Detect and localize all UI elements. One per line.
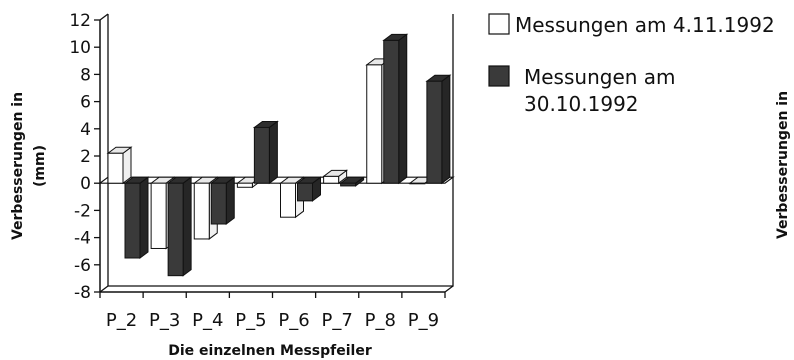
y-tick-labels: 12 10 8 6 4 2 0 -2 -4 -6 -8 — [69, 11, 91, 303]
bar-side-face — [398, 33, 408, 185]
x-category-label: P_3 — [149, 310, 180, 331]
legend-swatch-series-2 — [488, 65, 510, 87]
y-tick-label: 0 — [80, 174, 91, 194]
bar-front-face — [409, 182, 426, 185]
bar-side-face — [441, 74, 451, 185]
y-tick-label: 6 — [80, 93, 91, 113]
bar-front-face — [253, 126, 270, 184]
bar-front-face — [193, 182, 210, 240]
x-axis-title: Die einzelnen Messpfeiler — [168, 343, 372, 359]
y-tick-label: 8 — [80, 65, 91, 85]
bar-P_8-series-2 — [382, 33, 409, 185]
x-category-label: P_6 — [278, 310, 309, 331]
y-tick-label: 4 — [80, 120, 91, 140]
bar-front-face — [150, 182, 167, 249]
bar-front-face — [280, 182, 296, 218]
y-tick-label: 12 — [69, 11, 91, 31]
bar-side-face — [139, 176, 149, 259]
bottom-left-depth-edge — [99, 285, 109, 293]
legend-swatch-series-1 — [488, 13, 510, 35]
chart-axes — [94, 19, 446, 298]
bar-P_6-series-2 — [296, 176, 322, 202]
y-axis-title-line1: Verbesserungen in — [10, 92, 26, 240]
bottom-right-depth-edge — [444, 285, 454, 293]
bar-front-face — [323, 175, 340, 184]
legend: Messungen am 4.11.1992 Messungen am 30.1… — [488, 13, 775, 116]
bar-front-face — [340, 182, 357, 187]
y-axis-title-right: Verbesserungen in — [775, 91, 791, 239]
x-category-label: P_4 — [192, 310, 223, 331]
bar-side-face — [268, 120, 278, 185]
bar-P_2-series-1 — [106, 146, 133, 185]
legend-label-series-2-line1: Messungen am — [524, 65, 676, 89]
bar-front-face — [167, 182, 184, 277]
bar-P_7-series-2 — [339, 176, 366, 187]
x-category-label: P_5 — [235, 310, 266, 331]
bar-front-face — [107, 152, 124, 184]
bar-front-face — [366, 64, 383, 184]
y-tick-label: -8 — [74, 283, 91, 303]
bar-P_2-series-2 — [123, 176, 150, 259]
bar-side-face — [182, 176, 192, 277]
y-tick-label: -2 — [74, 201, 91, 221]
top-left-depth-edge — [99, 13, 109, 21]
bar-front-face — [210, 182, 227, 225]
x-category-label: P_8 — [365, 310, 396, 331]
legend-label-series-1: Messungen am 4.11.1992 — [515, 13, 775, 37]
bar-P_9-series-2 — [425, 74, 452, 185]
y-tick-label: 10 — [69, 38, 91, 58]
y-tick-label: -6 — [74, 256, 91, 276]
bar-P_5-series-2 — [252, 120, 279, 185]
bar-side-face — [225, 176, 235, 225]
x-category-label: P_7 — [322, 310, 353, 331]
bar-P_4-series-2 — [209, 176, 236, 225]
bar-front-face — [383, 39, 400, 184]
legend-label-series-2-line2: 30.10.1992 — [524, 92, 639, 116]
x-category-labels: P_2 P_3 P_4 P_5 P_6 P_7 P_8 P_9 — [106, 310, 439, 331]
x-category-label: P_2 — [106, 310, 137, 331]
chart-bars — [106, 33, 452, 277]
y-axis-title-line2: (mm) — [32, 145, 48, 187]
bar-front-face — [297, 182, 313, 202]
y-tick-label: -4 — [74, 229, 91, 249]
bar-front-face — [426, 80, 443, 184]
bar-P_3-series-2 — [166, 176, 193, 277]
y-tick-label: 2 — [80, 147, 91, 167]
bar-P_7-series-1 — [322, 169, 349, 185]
x-category-label: P_9 — [408, 310, 439, 331]
back-wall-frame — [107, 14, 454, 287]
bar-front-face — [124, 182, 141, 259]
bar-front-face — [236, 182, 253, 188]
